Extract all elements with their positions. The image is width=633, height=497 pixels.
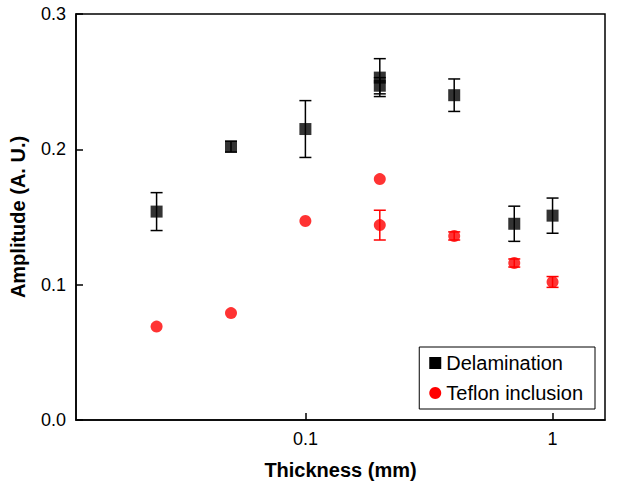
- svg-text:Amplitude (A. U.): Amplitude (A. U.): [7, 136, 29, 298]
- svg-text:0.2: 0.2: [41, 139, 66, 159]
- svg-text:Teflon inclusion: Teflon inclusion: [446, 382, 583, 404]
- svg-text:Delamination: Delamination: [446, 352, 563, 374]
- svg-text:0.0: 0.0: [41, 410, 66, 430]
- svg-text:0.1: 0.1: [293, 429, 318, 449]
- svg-text:Thickness (mm): Thickness (mm): [264, 459, 416, 481]
- svg-text:1: 1: [548, 429, 558, 449]
- svg-text:0.1: 0.1: [41, 275, 66, 295]
- svg-text:0.3: 0.3: [41, 4, 66, 24]
